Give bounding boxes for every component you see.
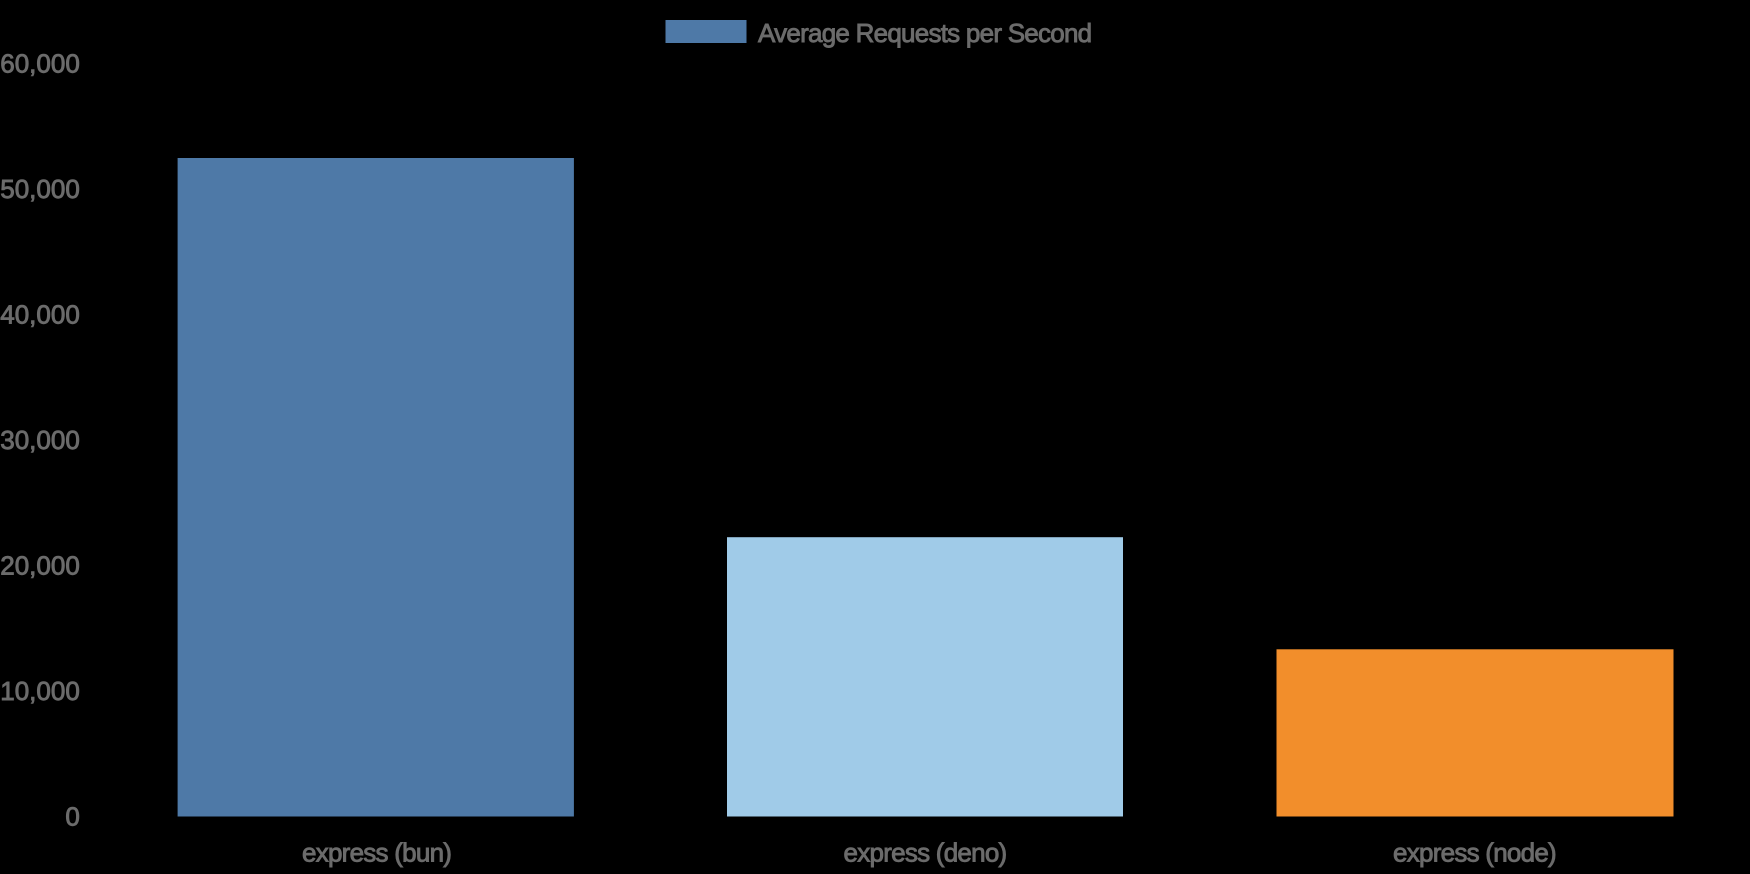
svg-text:30,000: 30,000 [0,425,80,455]
svg-text:10,000: 10,000 [0,676,80,706]
svg-text:20,000: 20,000 [0,551,80,581]
svg-text:express (bun): express (bun) [302,837,451,867]
svg-text:0: 0 [65,802,79,832]
svg-text:express (deno): express (deno) [844,837,1007,867]
svg-text:Average Requests per Second: Average Requests per Second [758,18,1091,48]
svg-text:express (node): express (node) [1393,837,1556,867]
svg-text:60,000: 60,000 [0,49,80,79]
svg-text:50,000: 50,000 [0,174,80,204]
svg-text:40,000: 40,000 [0,300,80,330]
